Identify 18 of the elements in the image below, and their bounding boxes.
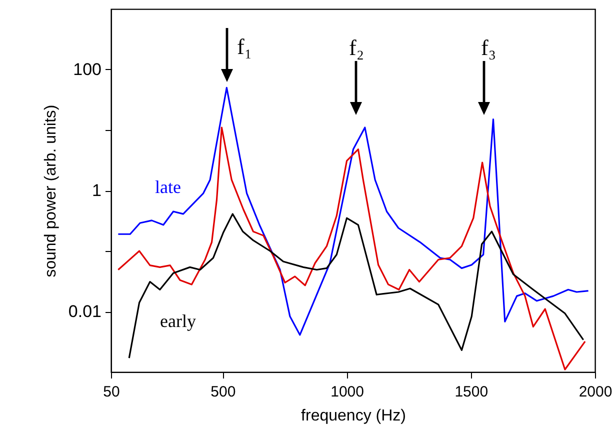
line-series <box>117 126 586 370</box>
y-tick-label: 0.01 <box>68 302 102 321</box>
y-axis-title: sound power (arb. units) <box>42 104 60 278</box>
line-series <box>117 86 590 336</box>
series-label: early <box>160 310 196 331</box>
x-tick-label: 500 <box>210 384 236 400</box>
annotation: f₃ <box>481 35 496 60</box>
series-label: late <box>155 177 182 198</box>
x-tick-label: 1500 <box>454 384 488 400</box>
y-tick-label: 100 <box>73 60 102 79</box>
x-axis-title: frequency (Hz) <box>301 408 406 424</box>
annotation: f₂ <box>349 35 364 60</box>
annotation: f₁ <box>237 34 252 59</box>
y-tick-label: 1 <box>92 181 102 200</box>
line-series <box>128 213 584 359</box>
x-tick-label: 2000 <box>578 384 612 400</box>
x-tick-label: 50 <box>103 384 120 400</box>
x-tick-label: 1000 <box>330 384 364 400</box>
